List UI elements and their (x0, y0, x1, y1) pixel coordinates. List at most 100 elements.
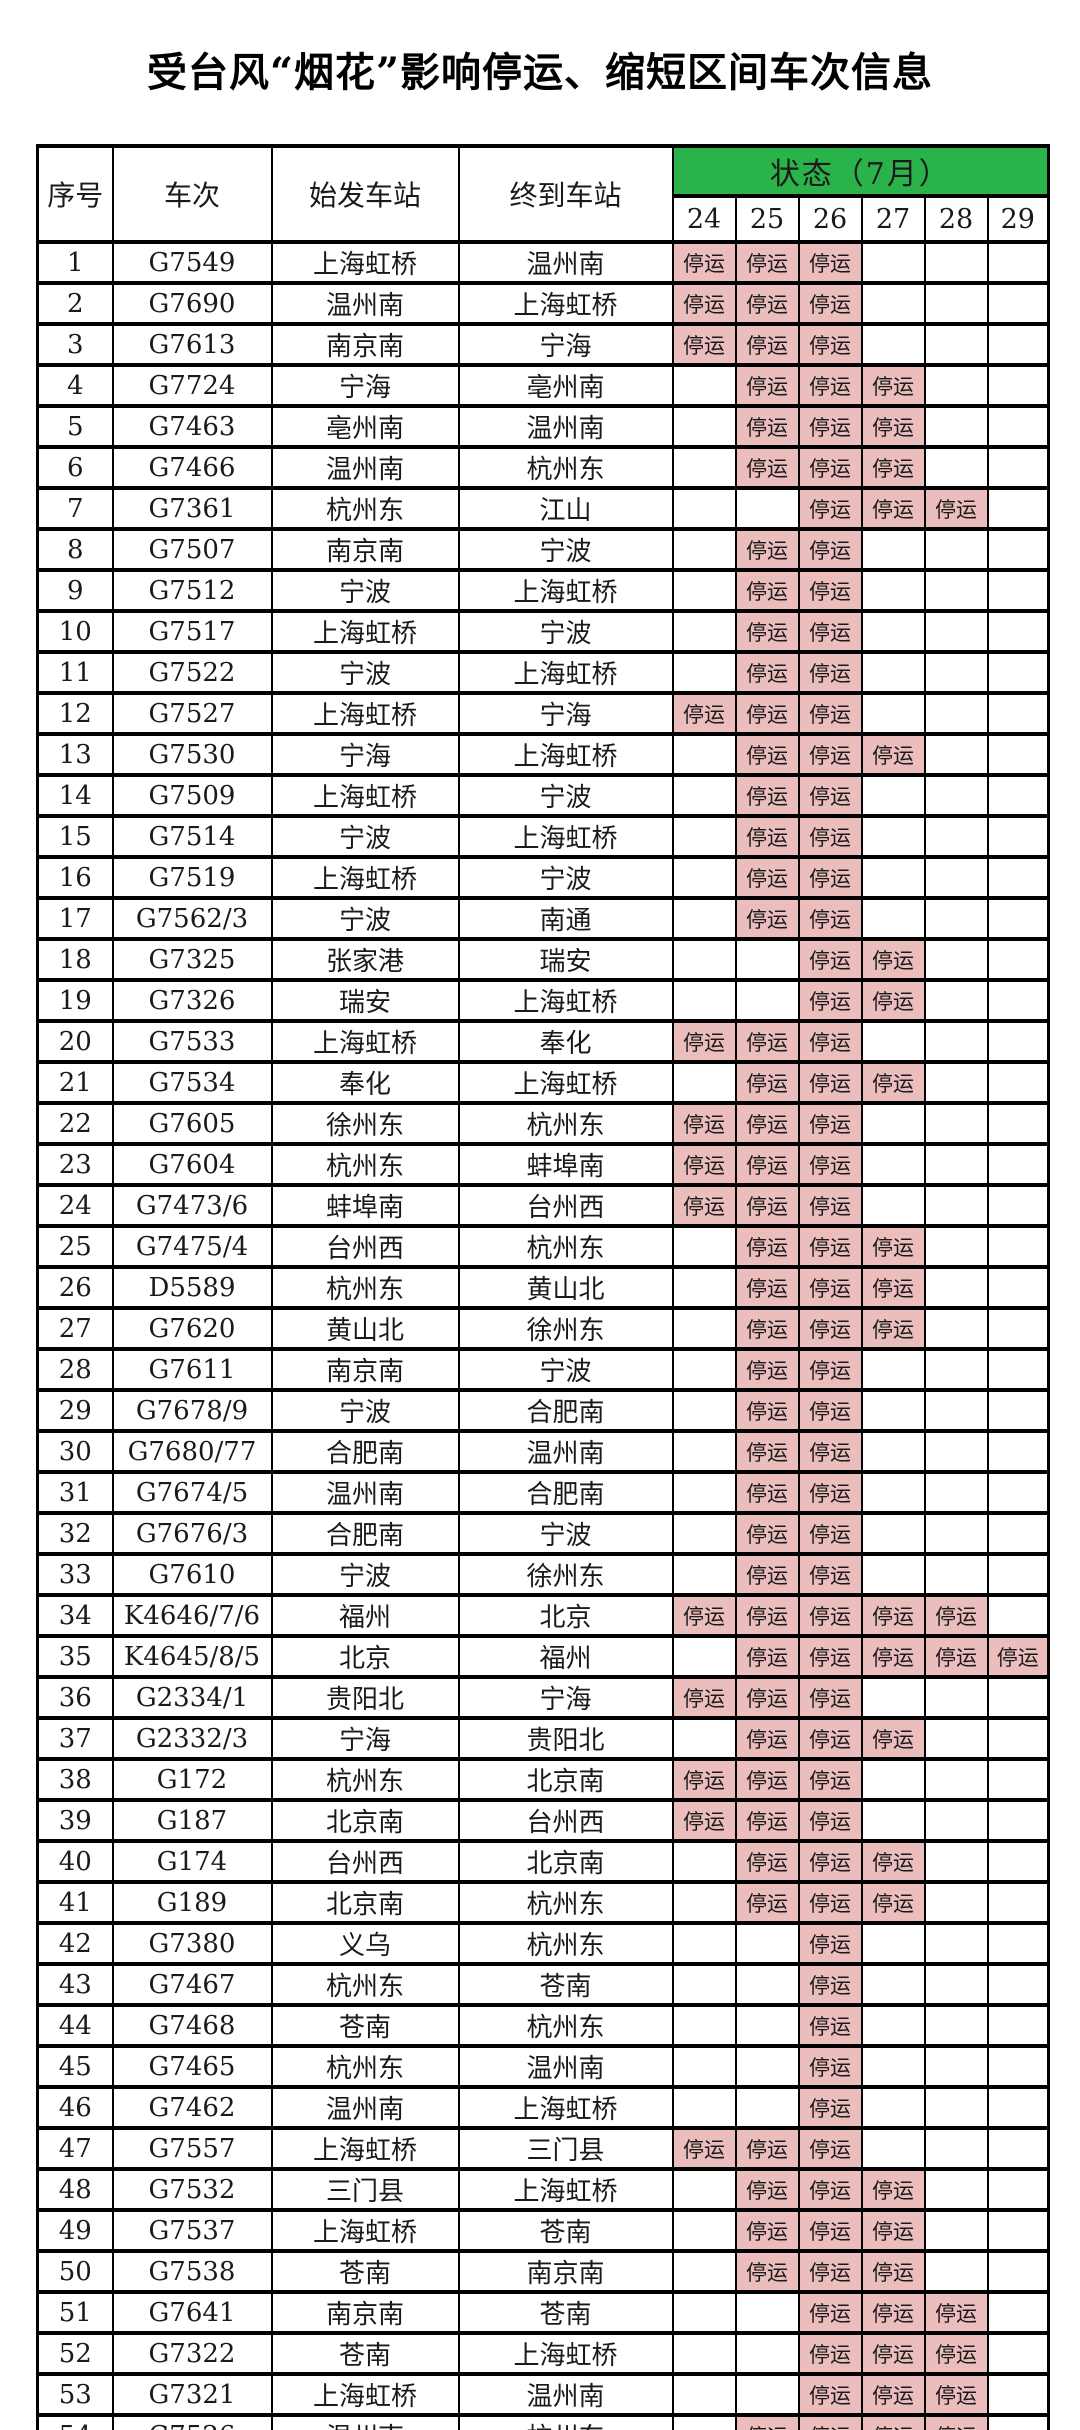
status-empty-cell (923, 732, 989, 777)
origin-station: 三门县 (270, 2167, 460, 2212)
status-suspended-cell: 停运 (797, 937, 863, 982)
status-suspended-cell: 停运 (860, 2290, 926, 2335)
status-empty-cell (671, 486, 737, 531)
status-suspended-cell: 停运 (671, 1757, 737, 1802)
destination-station: 杭州东 (457, 1101, 674, 1146)
train-number: G7537 (111, 2208, 273, 2253)
origin-station: 宁波 (270, 650, 460, 695)
status-suspended-cell: 停运 (734, 1060, 800, 1105)
status-empty-cell (986, 1101, 1050, 1146)
destination-station: 温州南 (457, 2372, 674, 2417)
origin-station: 杭州东 (270, 486, 460, 531)
row-number: 30 (36, 1429, 114, 1474)
status-suspended-cell: 停运 (923, 2290, 989, 2335)
status-suspended-cell: 停运 (860, 1060, 926, 1105)
status-empty-cell (734, 978, 800, 1023)
table-row: 7 G7361 杭州东 江山 停运 停运 停运 (36, 486, 1050, 531)
status-empty-cell (860, 1675, 926, 1720)
origin-station: 徐州东 (270, 1101, 460, 1146)
train-number: G7562/3 (111, 896, 273, 941)
status-suspended-cell: 停运 (734, 568, 800, 613)
date-header-27: 27 (860, 194, 926, 244)
row-number: 31 (36, 1470, 114, 1515)
status-suspended-cell: 停运 (797, 527, 863, 572)
status-empty-cell (671, 773, 737, 818)
status-empty-cell (986, 404, 1050, 449)
status-empty-cell (986, 2331, 1050, 2376)
destination-station: 杭州东 (457, 1880, 674, 1925)
table-row: 42 G7380 义乌 杭州东 停运 (36, 1921, 1050, 1966)
row-number: 1 (36, 240, 114, 285)
row-number: 52 (36, 2331, 114, 2376)
status-empty-cell (860, 1962, 926, 2007)
status-empty-cell (860, 1511, 926, 1556)
train-number: G7514 (111, 814, 273, 859)
status-empty-cell (986, 1470, 1050, 1515)
destination-station: 奉化 (457, 1019, 674, 1064)
status-empty-cell (860, 2126, 926, 2171)
origin-station: 温州南 (270, 445, 460, 490)
status-suspended-cell: 停运 (797, 2208, 863, 2253)
destination-station: 台州西 (457, 1798, 674, 1843)
status-suspended-cell: 停运 (797, 1757, 863, 1802)
status-empty-cell (734, 1962, 800, 2007)
status-empty-cell (671, 1962, 737, 2007)
table-row: 28 G7611 南京南 宁波 停运 停运 (36, 1347, 1050, 1392)
status-suspended-cell: 停运 (734, 363, 800, 408)
train-number: G7678/9 (111, 1388, 273, 1433)
status-suspended-cell: 停运 (797, 1470, 863, 1515)
status-empty-cell (671, 1470, 737, 1515)
status-suspended-cell: 停运 (671, 1142, 737, 1187)
train-number: G7468 (111, 2003, 273, 2048)
status-empty-cell (671, 1306, 737, 1351)
origin-station: 上海虹桥 (270, 773, 460, 818)
date-header-28: 28 (923, 194, 989, 244)
status-empty-cell (923, 527, 989, 572)
status-empty-cell (923, 2126, 989, 2171)
status-suspended-cell: 停运 (734, 1142, 800, 1187)
row-number: 8 (36, 527, 114, 572)
status-empty-cell (986, 2372, 1050, 2417)
train-number: G7507 (111, 527, 273, 572)
status-suspended-cell: 停运 (860, 2372, 926, 2417)
status-suspended-cell: 停运 (734, 773, 800, 818)
status-suspended-cell: 停运 (860, 1306, 926, 1351)
status-suspended-cell: 停运 (797, 1347, 863, 1392)
table-row: 34 K4646/7/6 福州 北京 停运 停运 停运 停运 停运 (36, 1593, 1050, 1638)
table-row: 45 G7465 杭州东 温州南 停运 (36, 2044, 1050, 2089)
status-empty-cell (671, 1921, 737, 1966)
status-suspended-cell: 停运 (860, 486, 926, 531)
status-empty-cell (986, 1921, 1050, 1966)
table-row: 25 G7475/4 台州西 杭州东 停运 停运 停运 (36, 1224, 1050, 1269)
status-suspended-cell: 停运 (860, 2331, 926, 2376)
status-suspended-cell: 停运 (734, 1347, 800, 1392)
origin-station: 上海虹桥 (270, 2372, 460, 2417)
status-empty-cell (986, 1060, 1050, 1105)
row-number: 23 (36, 1142, 114, 1187)
status-empty-cell (986, 363, 1050, 408)
status-empty-cell (734, 2372, 800, 2417)
status-empty-cell (986, 855, 1050, 900)
status-empty-cell (986, 2290, 1050, 2335)
table-row: 19 G7326 瑞安 上海虹桥 停运 停运 (36, 978, 1050, 1023)
status-suspended-cell: 停运 (797, 2167, 863, 2212)
status-suspended-cell: 停运 (734, 691, 800, 736)
origin-station: 上海虹桥 (270, 2208, 460, 2253)
status-suspended-cell: 停运 (797, 240, 863, 285)
destination-station: 杭州东 (457, 1224, 674, 1269)
status-empty-cell (671, 2085, 737, 2130)
destination-station: 宁波 (457, 527, 674, 572)
train-number: G7532 (111, 2167, 273, 2212)
origin-station: 杭州东 (270, 1142, 460, 1187)
origin-station: 蚌埠南 (270, 1183, 460, 1228)
status-suspended-cell: 停运 (734, 1265, 800, 1310)
status-empty-cell (986, 650, 1050, 695)
row-number: 21 (36, 1060, 114, 1105)
table-row: 22 G7605 徐州东 杭州东 停运 停运 停运 (36, 1101, 1050, 1146)
train-number: G7326 (111, 978, 273, 1023)
train-number: G7466 (111, 445, 273, 490)
status-empty-cell (986, 732, 1050, 777)
status-empty-cell (986, 2044, 1050, 2089)
status-suspended-cell: 停运 (860, 2167, 926, 2212)
status-suspended-cell: 停运 (797, 609, 863, 654)
